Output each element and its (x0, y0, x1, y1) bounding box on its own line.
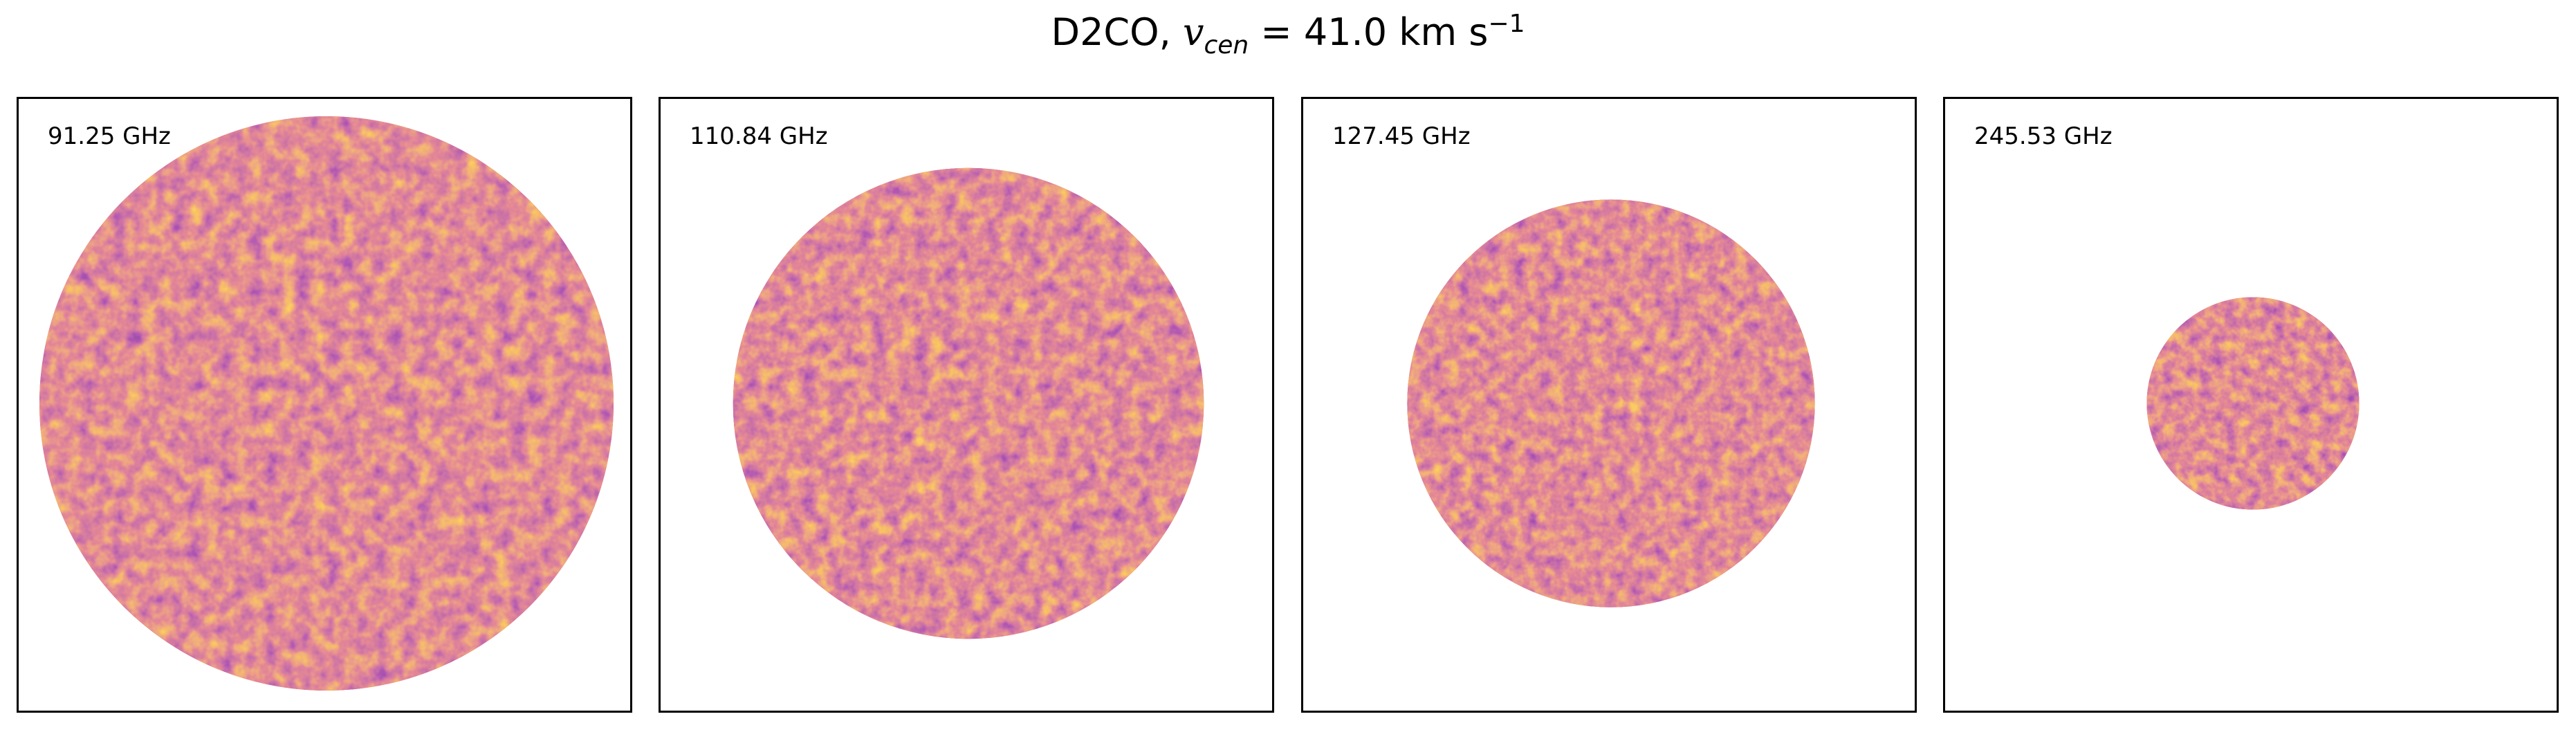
emission-noise-map (2146, 297, 2359, 510)
channel-map-panel-1: 91.25 GHz (17, 97, 632, 713)
title-equals: = (1260, 10, 1292, 54)
panel-frequency-label: 127.45 GHz (1332, 122, 1471, 150)
title-velocity-symbol: v (1182, 10, 1204, 54)
panel-frequency-label: 245.53 GHz (1974, 122, 2113, 150)
emission-noise-map (1407, 199, 1815, 608)
channel-map-image (2146, 297, 2359, 510)
panel-frequency-label: 110.84 GHz (690, 122, 828, 150)
emission-noise-map (733, 167, 1204, 639)
emission-noise-map (39, 116, 614, 691)
title-unit-exponent: −1 (1488, 10, 1525, 38)
channel-map-image (39, 116, 614, 691)
figure-title: D2CO, vcen = 41.0 km s−1 (0, 10, 2576, 60)
panel-frequency-label: 91.25 GHz (48, 122, 171, 150)
title-velocity-value: 41.0 km s (1303, 10, 1489, 54)
title-velocity-subscript: cen (1204, 30, 1249, 60)
channel-map-image (733, 167, 1204, 639)
channel-map-panel-4: 245.53 GHz (1943, 97, 2559, 713)
title-species: D2CO, (1051, 10, 1171, 54)
channel-map-panel-3: 127.45 GHz (1301, 97, 1917, 713)
channel-map-image (1407, 199, 1815, 608)
channel-map-panel-2: 110.84 GHz (659, 97, 1274, 713)
